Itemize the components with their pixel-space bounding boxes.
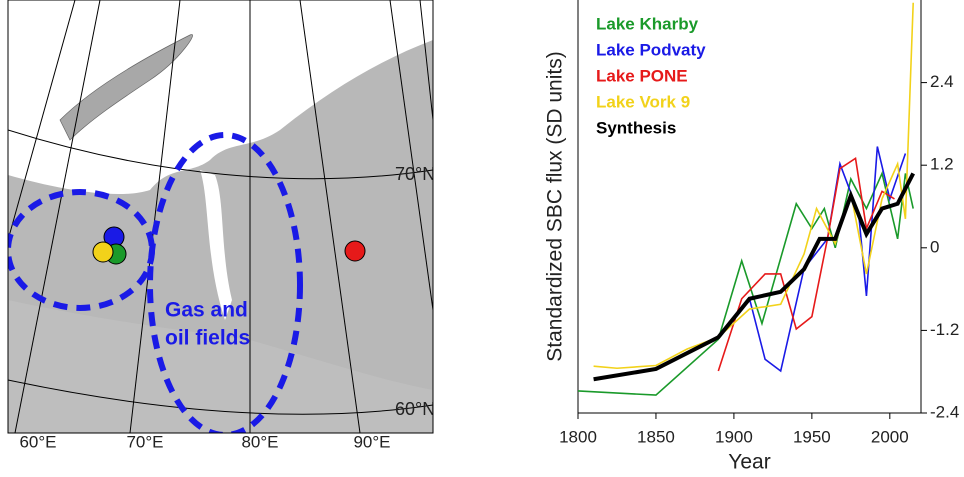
region-label: oil fields: [165, 327, 250, 350]
chart: 1800 1850 1900 1950 2000 -2.4 -1.2 0 1.2 2.4 Year S…: [544, 0, 960, 474]
y-tick-label: -2.4: [930, 402, 959, 421]
legend-entry: Synthesis: [596, 118, 676, 137]
lon-label: 60°E: [19, 432, 56, 451]
x-tick-label: 1950: [793, 427, 831, 446]
lon-label: 70°E: [126, 432, 163, 451]
x-axis-label: Year: [728, 451, 770, 474]
y-axis-label: Standardized SBC flux (SD units): [544, 51, 567, 361]
y-tick-label: 1.2: [930, 155, 954, 174]
legend-entry: Lake Podvaty: [596, 40, 706, 59]
x-tick-label: 2000: [871, 427, 909, 446]
legend-entry: Lake PONE: [596, 66, 688, 85]
legend-entry: Lake Vork 9: [596, 92, 690, 111]
y-tick-label: 0: [930, 237, 939, 256]
y-tick-label: 2.4: [930, 72, 954, 91]
figure: 70°N 60°N Gas and oil fields 60°E 70°E 8…: [0, 0, 964, 477]
x-tick-label: 1850: [637, 427, 675, 446]
region-label: Gas and: [165, 299, 248, 322]
lat-label: 70°N: [395, 164, 435, 184]
lon-label: 90°E: [353, 432, 390, 451]
lon-label: 80°E: [241, 432, 278, 451]
x-tick-label: 1900: [715, 427, 753, 446]
y-tick-label: -1.2: [930, 320, 959, 339]
map: 70°N 60°N Gas and oil fields: [8, 0, 435, 435]
lat-label: 60°N: [395, 399, 435, 419]
x-tick-label: 1800: [559, 427, 597, 446]
line: [718, 147, 905, 371]
legend-entry: Lake Kharby: [596, 14, 699, 33]
page: {"map": {"lat_labels": ["70°N", "60°N"],…: [0, 0, 964, 477]
